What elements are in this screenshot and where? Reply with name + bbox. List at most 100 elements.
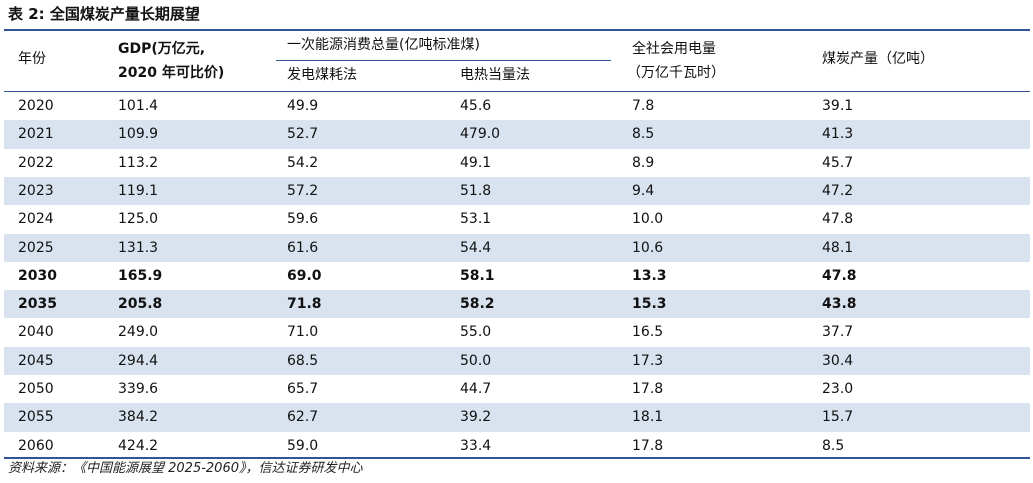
table-cell: 2022 [18, 154, 54, 171]
table-cell: 18.1 [632, 409, 664, 426]
table-title: 表 2: 全国煤炭产量长期展望 [8, 5, 200, 23]
table-cell: 23.0 [822, 381, 854, 397]
table-row: 2035 205.8 71.8 58.2 15.3 43.8 [4, 290, 1030, 319]
table-cell: 15.7 [822, 409, 854, 426]
table-row: 2055 384.2 62.7 39.2 18.1 15.7 [4, 403, 1030, 432]
table-cell: 2055 [18, 409, 54, 426]
table-cell: 9.4 [632, 182, 655, 199]
table-row: 2023 119.1 57.2 51.8 9.4 47.2 [4, 176, 1030, 206]
table-cell: 384.2 [118, 409, 159, 426]
table-row: 2045 294.4 68.5 50.0 17.3 30.4 [4, 346, 1030, 376]
table-cell: 54.2 [287, 154, 319, 171]
table-cell: 71.0 [287, 324, 319, 341]
table-cell: 47.8 [822, 211, 854, 228]
header-year: 年份 [18, 51, 46, 67]
table-cell: 2023 [18, 182, 54, 199]
table-cell: 2060 [18, 437, 54, 454]
table-cell: 47.2 [822, 182, 854, 199]
table-cell: 45.6 [460, 98, 492, 114]
header-energy: 一次能源消费总量(亿吨标准煤) [287, 37, 480, 53]
table-cell: 101.4 [118, 98, 159, 114]
table-cell: 58.2 [460, 296, 495, 313]
table-cell: 2021 [18, 126, 54, 143]
header-gdp: GDP(万亿元, [118, 41, 206, 57]
table-cell: 49.1 [460, 154, 492, 171]
table-cell: 294.4 [118, 352, 159, 369]
table-cell: 37.7 [822, 324, 854, 341]
table-cell: 165.9 [118, 267, 163, 284]
rule [4, 457, 1030, 459]
table-cell: 39.2 [460, 409, 492, 426]
table-cell: 16.5 [632, 324, 664, 341]
table-cell: 2025 [18, 239, 54, 256]
header-gdp: 2020 年可比价) [118, 65, 225, 81]
table-row: 2021 109.9 52.7 479.0 8.5 41.3 [4, 120, 1030, 149]
table-cell: 62.7 [287, 409, 319, 426]
table-cell: 205.8 [118, 296, 163, 313]
rule [4, 29, 1030, 31]
table-cell: 8.5 [632, 126, 655, 143]
table-cell: 2040 [18, 324, 54, 341]
header-coal: 煤炭产量（亿吨） [822, 51, 934, 67]
rule [276, 60, 611, 61]
table-cell: 69.0 [287, 267, 322, 284]
table-cell: 2045 [18, 352, 54, 369]
table-cell: 249.0 [118, 324, 159, 341]
table-cell: 7.8 [632, 98, 655, 114]
table-row: 2020 101.4 49.9 45.6 7.8 39.1 [4, 92, 1030, 120]
table-cell: 10.6 [632, 239, 664, 256]
header-power: 全社会用电量 [632, 41, 716, 57]
table-cell: 339.6 [118, 381, 159, 397]
table-cell: 17.8 [632, 437, 664, 454]
table-cell: 30.4 [822, 352, 854, 369]
table-cell: 54.4 [460, 239, 492, 256]
table-cell: 52.7 [287, 126, 319, 143]
table-row: 2022 113.2 54.2 49.1 8.9 45.7 [4, 149, 1030, 177]
table-cell: 2030 [18, 267, 57, 284]
table-cell: 49.9 [287, 98, 319, 114]
table-cell: 57.2 [287, 182, 319, 199]
header-power: （万亿千瓦时） [627, 65, 725, 81]
table-cell: 109.9 [118, 126, 159, 143]
table-cell: 41.3 [822, 126, 854, 143]
table-cell: 131.3 [118, 239, 159, 256]
rule [4, 91, 1030, 92]
table-cell: 15.3 [632, 296, 667, 313]
header-energy-sub: 电热当量法 [460, 67, 530, 83]
table-row: 2025 131.3 61.6 54.4 10.6 48.1 [4, 233, 1030, 262]
table-cell: 48.1 [822, 239, 854, 256]
table-row: 2040 249.0 71.0 55.0 16.5 37.7 [4, 318, 1030, 346]
table-cell: 65.7 [287, 381, 319, 397]
table-cell: 2024 [18, 211, 54, 228]
header-energy-sub: 发电煤耗法 [287, 67, 357, 83]
table-cell: 51.8 [460, 182, 492, 199]
table-cell: 424.2 [118, 437, 159, 454]
table-row: 2024 125.0 59.6 53.1 10.0 47.8 [4, 205, 1030, 233]
table-cell: 68.5 [287, 352, 319, 369]
table-cell: 113.2 [118, 154, 159, 171]
table-cell: 2050 [18, 381, 54, 397]
table-cell: 58.1 [460, 267, 495, 284]
table-cell: 59.0 [287, 437, 319, 454]
table-cell: 59.6 [287, 211, 319, 228]
table-cell: 71.8 [287, 296, 322, 313]
table-row: 2060 424.2 59.0 33.4 17.8 8.5 [4, 432, 1030, 460]
table-cell: 10.0 [632, 211, 664, 228]
table-cell: 43.8 [822, 296, 857, 313]
table-cell: 47.8 [822, 267, 857, 284]
table-cell: 8.9 [632, 154, 655, 171]
table-cell: 61.6 [287, 239, 319, 256]
table-cell: 44.7 [460, 381, 492, 397]
table-row: 2030 165.9 69.0 58.1 13.3 47.8 [4, 262, 1030, 290]
table-cell: 17.3 [632, 352, 664, 369]
table-cell: 2020 [18, 98, 54, 114]
table-cell: 8.5 [822, 437, 845, 454]
source-note: 资料来源：《中国能源展望 2025-2060》，信达证券研发中心 [8, 461, 363, 476]
table-cell: 50.0 [460, 352, 492, 369]
table-cell: 45.7 [822, 154, 854, 171]
table-cell: 479.0 [460, 126, 501, 143]
table-cell: 125.0 [118, 211, 159, 228]
table-cell: 17.8 [632, 381, 664, 397]
table-row: 2050 339.6 65.7 44.7 17.8 23.0 [4, 375, 1030, 403]
